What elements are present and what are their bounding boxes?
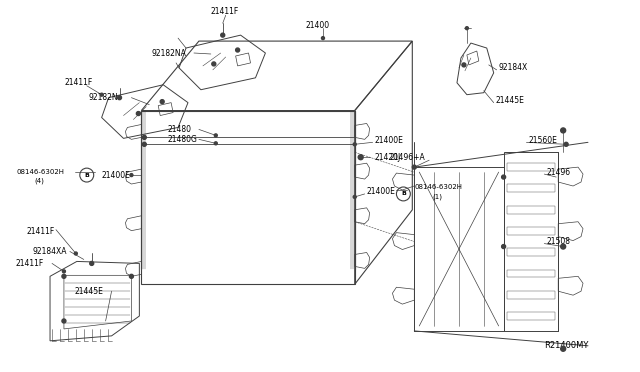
Text: 92184XA: 92184XA: [32, 247, 67, 256]
Circle shape: [353, 143, 356, 146]
Text: 21420J: 21420J: [374, 153, 401, 162]
Text: 21496+A: 21496+A: [390, 153, 425, 162]
Circle shape: [561, 244, 566, 249]
Text: (4): (4): [34, 178, 44, 184]
Circle shape: [74, 252, 77, 255]
Circle shape: [502, 244, 506, 248]
Circle shape: [321, 36, 324, 39]
Circle shape: [236, 48, 239, 52]
Text: B: B: [84, 173, 89, 177]
Text: 21411F: 21411F: [211, 7, 239, 16]
Circle shape: [212, 62, 216, 66]
Text: 21480: 21480: [167, 125, 191, 134]
Text: 08146-6302H: 08146-6302H: [414, 184, 462, 190]
Text: R21400MY: R21400MY: [544, 341, 589, 350]
Text: 21445E: 21445E: [75, 287, 104, 296]
Text: 21400E: 21400E: [374, 136, 403, 145]
Text: 21411F: 21411F: [65, 78, 93, 87]
Text: 21411F: 21411F: [26, 227, 54, 236]
Text: 21496: 21496: [547, 168, 570, 177]
Text: 21400E: 21400E: [102, 171, 131, 180]
Circle shape: [561, 128, 566, 133]
Circle shape: [118, 96, 122, 100]
Text: 21445E: 21445E: [495, 96, 525, 105]
Text: 21400: 21400: [305, 21, 329, 30]
Circle shape: [465, 27, 468, 30]
Text: 21480G: 21480G: [167, 135, 197, 144]
Circle shape: [62, 274, 66, 278]
Circle shape: [462, 63, 466, 67]
Text: 92184X: 92184X: [499, 63, 528, 73]
Circle shape: [561, 346, 566, 351]
Text: 21508: 21508: [547, 237, 570, 246]
Text: 21400E: 21400E: [367, 187, 396, 196]
Circle shape: [564, 142, 568, 146]
Circle shape: [100, 93, 103, 96]
Text: (1): (1): [432, 194, 442, 200]
Text: 21560E: 21560E: [529, 136, 557, 145]
Circle shape: [136, 112, 140, 116]
Circle shape: [90, 262, 93, 265]
Circle shape: [412, 165, 416, 169]
Circle shape: [130, 174, 133, 177]
Circle shape: [142, 142, 147, 146]
Circle shape: [62, 319, 66, 323]
Circle shape: [214, 142, 217, 145]
Circle shape: [63, 270, 65, 273]
Text: 92182N: 92182N: [89, 93, 118, 102]
Text: B: B: [401, 192, 406, 196]
Text: 08146-6302H: 08146-6302H: [16, 169, 64, 175]
Circle shape: [129, 274, 133, 278]
Circle shape: [353, 195, 356, 198]
Circle shape: [502, 175, 506, 179]
Circle shape: [358, 155, 363, 160]
Text: 21411F: 21411F: [15, 259, 44, 268]
Circle shape: [160, 100, 164, 104]
Circle shape: [214, 134, 217, 137]
Circle shape: [221, 33, 225, 37]
Circle shape: [142, 135, 147, 140]
Text: 92182NA: 92182NA: [151, 48, 186, 58]
